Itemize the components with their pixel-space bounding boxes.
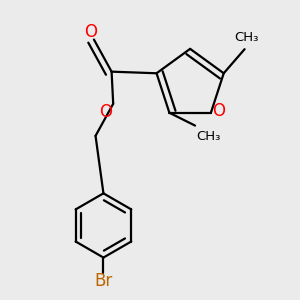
- Text: CH₃: CH₃: [234, 32, 258, 44]
- Text: CH₃: CH₃: [197, 130, 221, 143]
- Text: Br: Br: [94, 272, 112, 290]
- Text: O: O: [212, 102, 225, 120]
- Text: O: O: [99, 103, 112, 121]
- Text: O: O: [84, 22, 97, 40]
